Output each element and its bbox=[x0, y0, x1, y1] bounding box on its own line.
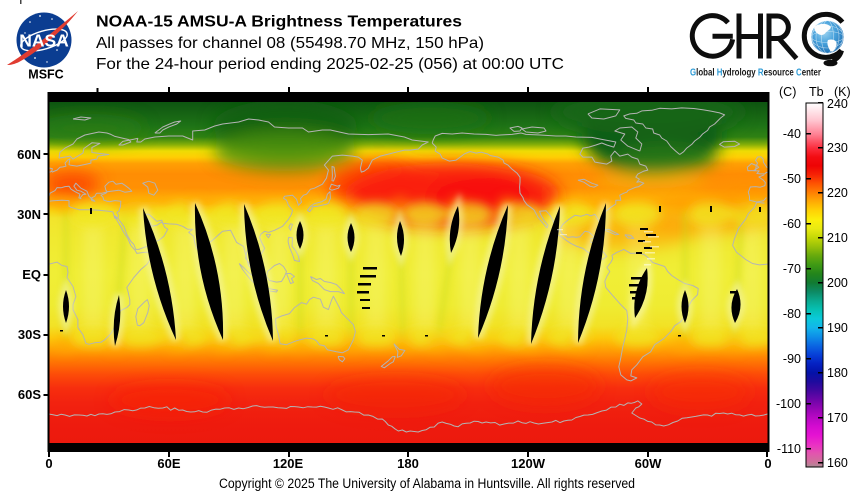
svg-text:-70: -70 bbox=[783, 262, 801, 276]
svg-text:200: 200 bbox=[827, 276, 848, 290]
svg-text:0: 0 bbox=[764, 456, 771, 471]
svg-text:EQ: EQ bbox=[22, 267, 41, 282]
svg-text:-110: -110 bbox=[777, 442, 801, 456]
svg-text:Tb: Tb bbox=[809, 85, 824, 99]
svg-text:60W: 60W bbox=[635, 456, 662, 471]
svg-text:190: 190 bbox=[827, 321, 848, 335]
svg-text:30N: 30N bbox=[17, 207, 41, 222]
svg-text:NASA: NASA bbox=[19, 31, 69, 51]
svg-text:All passes for channel 08 (554: All passes for channel 08 (55498.70 MHz,… bbox=[96, 35, 484, 52]
svg-text:120W: 120W bbox=[511, 456, 546, 471]
svg-text:-60: -60 bbox=[783, 217, 801, 231]
svg-text:(K): (K) bbox=[834, 85, 851, 99]
svg-text:Copyright © 2025 The Universit: Copyright © 2025 The University of Alaba… bbox=[219, 476, 635, 491]
svg-text:MSFC: MSFC bbox=[28, 68, 63, 82]
svg-text:(C): (C) bbox=[779, 85, 796, 99]
svg-text:-100: -100 bbox=[776, 397, 801, 411]
svg-text:For the 24-hour period ending: For the 24-hour period ending 2025-02-25… bbox=[96, 56, 564, 73]
svg-text:60S: 60S bbox=[18, 387, 41, 402]
svg-text:220: 220 bbox=[827, 186, 848, 200]
svg-text:-40: -40 bbox=[783, 127, 801, 141]
svg-text:210: 210 bbox=[827, 231, 848, 245]
svg-text:160: 160 bbox=[827, 456, 848, 470]
svg-text:30S: 30S bbox=[18, 327, 41, 342]
svg-text:0: 0 bbox=[45, 456, 52, 471]
svg-text:180: 180 bbox=[397, 456, 419, 471]
svg-text:-50: -50 bbox=[783, 172, 801, 186]
svg-text:170: 170 bbox=[827, 411, 848, 425]
svg-text:-80: -80 bbox=[783, 307, 801, 321]
svg-text:180: 180 bbox=[827, 366, 848, 380]
svg-text:240: 240 bbox=[827, 97, 848, 111]
svg-text:60N: 60N bbox=[17, 147, 41, 162]
svg-text:120E: 120E bbox=[273, 456, 304, 471]
svg-text:60E: 60E bbox=[157, 456, 180, 471]
svg-text:-90: -90 bbox=[783, 352, 801, 366]
svg-text:NOAA-15 AMSU-A Brightness Temp: NOAA-15 AMSU-A Brightness Temperatures bbox=[96, 14, 462, 31]
svg-text:Global Hydrology Resource Cent: Global Hydrology Resource Center bbox=[690, 67, 821, 79]
svg-text:230: 230 bbox=[827, 141, 848, 155]
